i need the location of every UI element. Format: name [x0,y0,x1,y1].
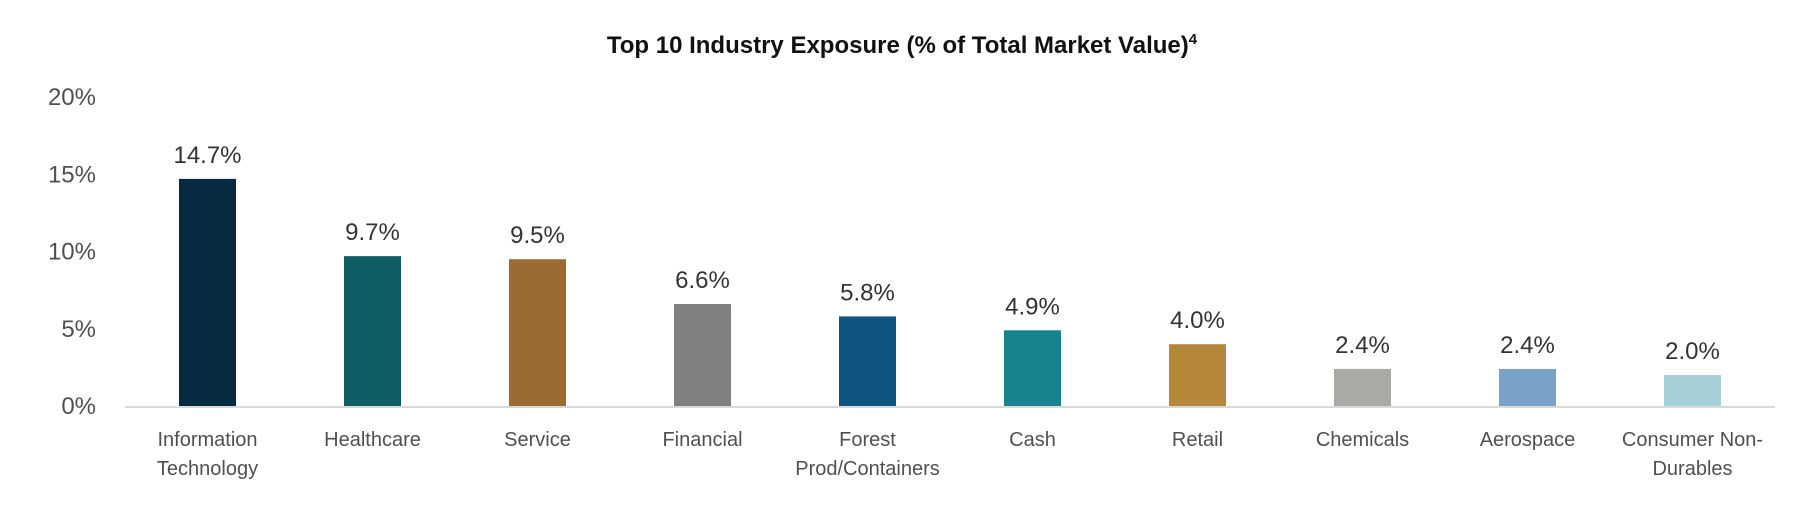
data-label: 2.4% [1500,332,1555,359]
data-label: 2.4% [1335,332,1390,359]
data-label: 4.9% [1005,293,1060,320]
x-tick-label: Cash [1009,429,1056,451]
x-tick-label: Forest Prod/Containers [795,429,940,480]
x-tick-label-line: Service [504,429,571,451]
y-tick-label: 20% [48,84,96,111]
data-label: 5.8% [840,279,895,306]
data-label: 9.5% [510,222,565,249]
x-tick-label-line: Durables [1652,458,1732,480]
chart-title-superscript: 4 [1189,31,1198,48]
x-tick-label: Information Technology [157,429,258,480]
x-tick-label-line: Consumer Non- [1622,429,1763,451]
bar [839,316,896,406]
bar [179,178,236,406]
y-axis-ticks: 0% 5% 10% 15% 20% [48,84,96,420]
x-tick-label-line: Cash [1009,429,1056,451]
bar [1664,375,1721,406]
x-tick-label-line: Information [157,429,257,451]
x-tick-label-line: Retail [1172,429,1223,451]
bar [1004,330,1061,406]
x-tick-label-line: Financial [662,429,742,451]
x-tick-label-line: Technology [157,458,258,480]
y-tick-label: 10% [48,239,96,266]
y-tick-label: 5% [61,316,96,343]
y-tick-label: 15% [48,161,96,188]
data-label: 4.0% [1170,307,1225,334]
chart-title: Top 10 Industry Exposure (% of Total Mar… [607,31,1198,59]
x-tick-label-line: Chemicals [1316,429,1409,451]
chart-title-text: Top 10 Industry Exposure (% of Total Mar… [607,32,1189,59]
data-label: 14.7% [173,142,241,169]
data-label: 9.7% [345,219,400,246]
category-labels: Information Technology Healthcare Service Fi… [157,429,1763,480]
x-tick-label-line: Forest [839,429,896,451]
x-tick-label: Aerospace [1480,429,1576,451]
x-tick-label: Healthcare [324,429,421,451]
bar [1499,368,1556,406]
data-labels: 14.7% 9.7% 9.5% 6.6% 5.8% 4.9% 4.0% 2.4% 2.4% 2.0… [173,142,1719,365]
bar [509,259,566,406]
x-tick-label: Service [504,429,571,451]
x-tick-label-line: Aerospace [1480,429,1576,451]
x-tick-label: Retail [1172,429,1223,451]
bar [674,304,731,406]
bars [179,178,1721,406]
data-label: 2.0% [1665,338,1720,365]
bar [344,256,401,406]
x-tick-label: Financial [662,429,742,451]
x-tick-label-line: Prod/Containers [795,458,940,480]
x-tick-label: Consumer Non- Durables [1622,429,1763,480]
data-label: 6.6% [675,267,730,294]
bar [1334,368,1391,406]
x-tick-label: Chemicals [1316,429,1409,451]
y-tick-label: 0% [61,393,96,420]
x-tick-label-line: Healthcare [324,429,421,451]
bar [1169,344,1226,406]
